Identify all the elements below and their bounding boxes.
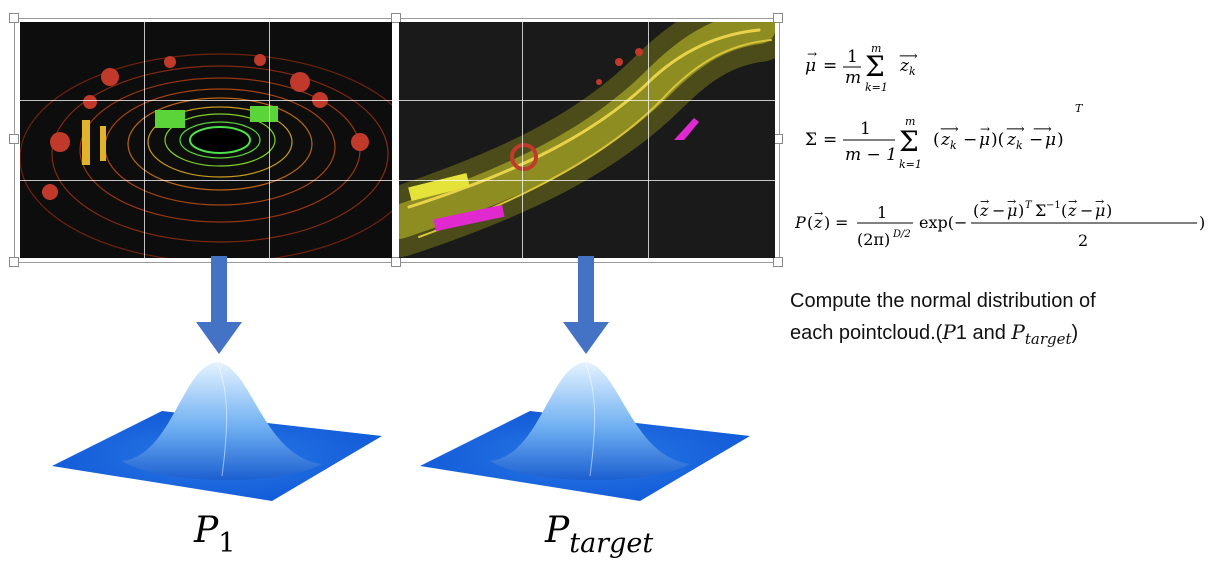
- svg-text:−: −: [992, 201, 1005, 220]
- grid-line-v4: [648, 22, 649, 258]
- svg-text:(: (: [973, 201, 979, 220]
- svg-text:k: k: [950, 139, 957, 152]
- svg-text:−: −: [1080, 201, 1093, 220]
- svg-text:z: z: [1067, 201, 1077, 220]
- svg-text:→: →: [980, 122, 990, 136]
- pointcloud-image-2: [399, 22, 775, 258]
- svg-text:1: 1: [860, 119, 871, 139]
- svg-text:): ): [1199, 213, 1205, 232]
- svg-text:→: →: [980, 195, 989, 208]
- svg-text:k=1: k=1: [865, 81, 888, 94]
- svg-text:−: −: [963, 130, 977, 150]
- svg-text:=: =: [835, 213, 848, 232]
- svg-text:z: z: [979, 201, 989, 220]
- svg-text:2: 2: [1078, 231, 1088, 250]
- svg-text:→: →: [1007, 195, 1016, 208]
- arrow-down-right: [563, 256, 609, 356]
- arrow-down-left: [196, 256, 242, 356]
- svg-text:P: P: [795, 213, 806, 232]
- svg-text:D/2: D/2: [892, 229, 911, 240]
- grid-line-h2: [20, 180, 775, 181]
- svg-text:−: −: [1029, 130, 1043, 150]
- svg-text:Σ: Σ: [1035, 201, 1046, 220]
- grid-line-v3: [522, 22, 523, 258]
- svg-text:μ: μ: [979, 130, 990, 150]
- svg-text:→: →: [814, 207, 823, 220]
- label-ptarget: Ptarget: [545, 510, 654, 559]
- svg-text:⟶: ⟶: [1006, 122, 1025, 137]
- svg-text:μ: μ: [805, 56, 816, 76]
- svg-text:k=1: k=1: [899, 158, 922, 171]
- svg-text:Σ: Σ: [865, 50, 885, 83]
- svg-text:→: →: [1068, 195, 1077, 208]
- svg-text:m: m: [871, 42, 881, 55]
- description-line-1: Compute the normal distribution of: [790, 290, 1096, 312]
- svg-text:): ): [1057, 130, 1064, 150]
- svg-text:z: z: [1006, 130, 1017, 150]
- resize-handle-middle-left[interactable]: [9, 134, 19, 144]
- grid-line-v2: [269, 22, 270, 258]
- resize-handle-bottom-left[interactable]: [9, 257, 19, 267]
- svg-text:exp(−: exp(−: [919, 213, 967, 232]
- grid-line-v1: [144, 22, 145, 258]
- svg-text:μ: μ: [1007, 201, 1017, 220]
- resize-handle-top-right[interactable]: [773, 13, 783, 23]
- gaussian-surface-p1: [52, 356, 382, 506]
- svg-text:→: →: [807, 47, 817, 61]
- svg-text:m − 1: m − 1: [845, 145, 897, 165]
- svg-text:): ): [824, 213, 830, 232]
- resize-handle-top-middle[interactable]: [391, 13, 401, 23]
- pointcloud-image-1: [20, 22, 392, 258]
- svg-text:⟶: ⟶: [899, 49, 918, 64]
- svg-text:Σ: Σ: [805, 130, 817, 150]
- svg-text:μ: μ: [1045, 130, 1056, 150]
- svg-text:−1: −1: [1046, 200, 1061, 211]
- grid-line-h1: [20, 100, 775, 101]
- equation-density: P(z →) = 1 (2π) D/2 exp(− (z → − μ →) T Σ −1 (z → −…: [794, 190, 1210, 265]
- svg-text:1: 1: [877, 203, 887, 222]
- svg-text:Σ: Σ: [899, 125, 919, 158]
- svg-text:z: z: [940, 130, 951, 150]
- svg-text:μ: μ: [1095, 201, 1105, 220]
- svg-text:k: k: [1016, 139, 1023, 152]
- svg-text:(: (: [807, 213, 813, 232]
- svg-text:T: T: [1025, 200, 1033, 211]
- svg-text:T: T: [1075, 102, 1084, 115]
- svg-text:): ): [1018, 201, 1024, 220]
- svg-text:(: (: [1061, 201, 1067, 220]
- svg-text:): ): [1106, 201, 1112, 220]
- svg-text:m: m: [845, 68, 861, 88]
- svg-text:→: →: [1095, 195, 1104, 208]
- svg-text:k: k: [909, 65, 916, 78]
- gaussian-surface-ptarget: [420, 356, 750, 506]
- description-text: Compute the normal distribution of each …: [790, 286, 1200, 355]
- svg-text:⟶: ⟶: [940, 122, 959, 137]
- svg-text:z: z: [899, 56, 910, 76]
- svg-text:=: =: [823, 56, 837, 76]
- resize-handle-bottom-right[interactable]: [773, 257, 783, 267]
- svg-text:1: 1: [847, 47, 858, 67]
- svg-text:m: m: [905, 115, 915, 128]
- svg-text:)(: )(: [991, 130, 1004, 150]
- svg-text:=: =: [823, 130, 837, 150]
- description-line-2: each pointcloud.(P1 and Ptarget): [790, 320, 1079, 348]
- label-p1: P1: [194, 510, 236, 559]
- svg-text:(: (: [933, 130, 940, 150]
- resize-handle-top-left[interactable]: [9, 13, 19, 23]
- svg-text:⟶: ⟶: [1033, 122, 1052, 137]
- svg-text:z: z: [813, 213, 823, 232]
- resize-handle-bottom-middle[interactable]: [391, 257, 401, 267]
- svg-text:(2π): (2π): [857, 230, 890, 249]
